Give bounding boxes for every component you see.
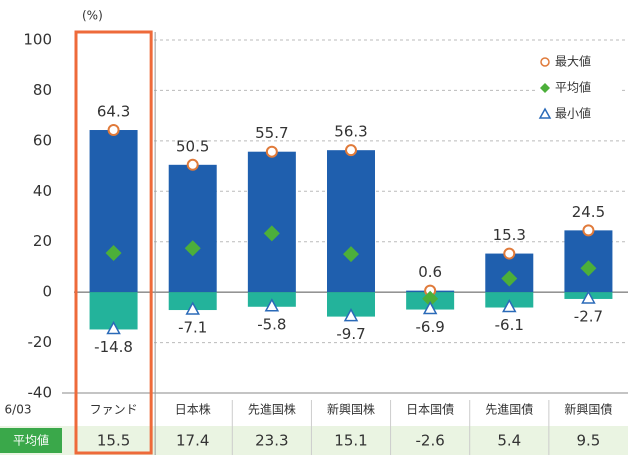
min-marker: [106, 320, 121, 335]
min-marker: [264, 298, 280, 312]
y-tick-label: 60: [33, 131, 52, 149]
legend-marker: [540, 83, 550, 93]
avg-marker: [343, 246, 359, 263]
max-label: 55.7: [255, 124, 288, 142]
table-value: 23.3: [255, 432, 288, 450]
bar-positive: [168, 164, 217, 293]
highlight-frame: [74, 30, 153, 455]
x-tick-label: 日本国債: [406, 402, 454, 417]
y-tick-label: -20: [28, 333, 53, 351]
avg-marker: [580, 260, 597, 277]
table-row-label-bg: [0, 428, 62, 453]
min-marker: [581, 290, 596, 304]
max-marker: [503, 247, 516, 260]
max-label: 0.6: [418, 263, 442, 281]
max-label: 64.3: [97, 103, 130, 121]
min-marker: [343, 308, 359, 322]
y-tick-label: 40: [33, 182, 52, 200]
x-tick-label: 先進国株: [248, 402, 296, 417]
bar-positive: [247, 151, 296, 293]
avg-marker: [501, 270, 518, 287]
min-marker: [422, 300, 438, 315]
table-row-bg: [0, 426, 628, 455]
max-marker: [107, 124, 120, 137]
max-label: 56.3: [334, 123, 367, 141]
max-marker: [582, 224, 595, 237]
legend-marker: [538, 107, 552, 119]
avg-marker: [263, 225, 280, 242]
table-value: 9.5: [576, 432, 600, 450]
min-label: -6.1: [495, 316, 524, 334]
table-row-label: 平均値: [13, 433, 49, 448]
y-tick-label: 20: [33, 232, 52, 250]
max-marker: [345, 144, 357, 157]
x-edge-label: 6/03: [5, 403, 32, 417]
x-tick-label: 新興国株: [327, 402, 375, 417]
bar-positive: [327, 150, 375, 293]
bar-negative: [168, 292, 217, 311]
min-label: -2.7: [574, 307, 603, 325]
min-label: -5.8: [257, 315, 286, 333]
y-unit: (%): [82, 9, 103, 23]
min-label: -9.7: [336, 325, 365, 343]
legend-label: 平均値: [555, 80, 591, 95]
max-marker: [186, 158, 199, 171]
min-label: -7.1: [178, 319, 207, 337]
y-tick-label: 100: [23, 31, 52, 49]
max-marker: [265, 145, 278, 158]
x-tick-label: ファンド: [90, 403, 138, 417]
x-tick-label: 新興国債: [564, 402, 612, 417]
table-value: -2.6: [416, 432, 445, 450]
min-marker: [502, 298, 517, 313]
avg-marker: [105, 245, 122, 262]
y-tick-label: 0: [42, 283, 52, 301]
legend-box: [537, 50, 619, 130]
min-label: -6.9: [416, 318, 445, 336]
table-value: 15.5: [97, 432, 130, 450]
min-marker: [185, 301, 200, 315]
max-label: 24.5: [572, 203, 605, 221]
legend-label: 最小値: [555, 106, 591, 121]
legend-marker: [540, 57, 550, 67]
table-value: 5.4: [497, 432, 521, 450]
min-label: -14.8: [94, 338, 133, 356]
x-tick-label: 日本株: [175, 402, 211, 417]
y-tick-label: 80: [33, 81, 52, 99]
table-value: 17.4: [176, 432, 209, 450]
avg-marker: [422, 290, 439, 307]
avg-marker: [184, 240, 201, 257]
x-tick-label: 先進国債: [485, 402, 533, 417]
max-label: 15.3: [493, 226, 526, 244]
bar-positive: [89, 130, 138, 293]
table-value: 15.1: [334, 432, 367, 450]
legend-label: 最大値: [555, 54, 591, 69]
y-tick-label: -40: [28, 384, 53, 402]
max-label: 50.5: [176, 137, 209, 155]
